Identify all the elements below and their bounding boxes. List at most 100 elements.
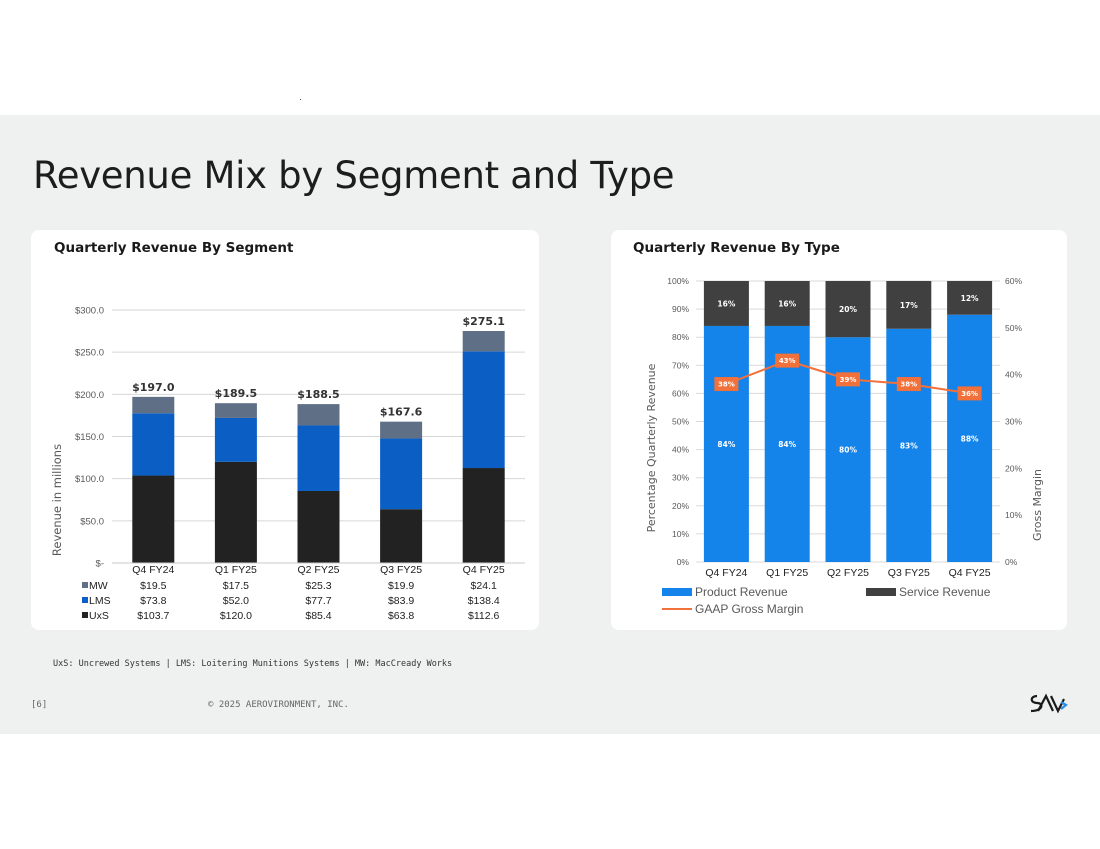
bar-total-label: $189.5 [215,387,257,400]
y-tick-label: 90% [672,304,689,314]
y-tick-label: 100% [667,276,689,286]
y2-tick-label: 20% [1005,463,1022,473]
legend-swatch-service [866,588,896,596]
product-data-label: 88% [961,434,979,443]
y-tick-label: $150.0 [75,432,104,443]
stray-dot [300,99,301,100]
x-tick-label: Q4 FY24 [705,567,747,579]
bar-mw [380,421,423,439]
data-table-cell: $112.6 [468,610,499,622]
legend-swatch-mw [82,582,88,588]
y-tick-label: 60% [672,388,689,398]
y-tick-label: 10% [672,529,689,539]
y-tick-label: $- [96,559,104,570]
data-table-cell: $77.7 [305,595,331,607]
bar-total-label: $197.0 [132,381,175,394]
y2-tick-label: 30% [1005,417,1022,427]
y-tick-label: $300.0 [75,306,104,317]
bar-lms [132,413,175,476]
legend-label-service: Service Revenue [899,585,991,599]
product-data-label: 80% [839,446,857,455]
data-table-cell: $85.4 [305,610,331,622]
y2-tick-label: 0% [1005,557,1018,567]
gross-margin-marker [896,377,921,392]
bar-lms [380,438,423,510]
bar-lms [297,425,340,491]
y-tick-label: 50% [672,417,689,427]
x-tick-label: Q4 FY25 [949,567,991,579]
bar-uxs [132,475,175,563]
x-tick-label: Q3 FY25 [888,567,930,579]
y2-tick-label: 50% [1005,323,1022,333]
x-tick-label: Q4 FY25 [463,564,505,576]
service-data-label: 17% [900,301,918,310]
data-table-cell: $83.9 [388,595,414,607]
y2-tick-label: 40% [1005,370,1022,380]
bar-service-revenue [764,281,810,326]
data-table-cell: $52.0 [223,595,249,607]
bar-service-revenue [886,281,932,329]
gross-margin-marker [836,372,860,387]
bar-lms [462,351,505,469]
segment-chart-title: Quarterly Revenue By Segment [54,240,294,256]
bar-mw [297,404,340,426]
bar-total-label: $188.5 [297,388,339,401]
data-table-cell: $138.4 [468,595,500,607]
x-tick-label: Q2 FY25 [827,567,869,579]
legend-label: MW [89,580,108,592]
bar-product-revenue [886,328,932,562]
data-table-cell: $120.0 [220,610,252,622]
y-tick-label: $100.0 [75,474,104,485]
y2-tick-label: 10% [1005,510,1022,520]
y-tick-label: $50.0 [80,516,104,527]
legend-label: UxS [89,610,109,622]
page-title: Revenue Mix by Segment and Type [33,154,675,197]
bar-service-revenue [825,281,871,338]
bar-uxs [297,490,340,563]
gross-margin-marker [957,386,982,401]
bar-mw [132,396,175,414]
bar-total-label: $167.6 [380,406,423,419]
gross-margin-data-label: 38% [900,381,917,389]
data-table-cell: $24.1 [471,580,497,592]
y-tick-label: $200.0 [75,390,104,401]
legend-swatch-lms [82,597,88,603]
y2-axis-label: Gross Margin [1031,469,1044,541]
y-axis-label: Revenue in millions [50,444,64,556]
bar-product-revenue [947,314,993,562]
bar-uxs [462,468,505,563]
x-tick-label: Q3 FY25 [380,564,422,576]
bar-product-revenue [703,325,749,562]
legend-label: LMS [89,595,111,607]
legend-swatch-product [662,588,692,596]
bar-total-label: $275.1 [462,315,504,328]
data-table-cell: $19.5 [140,580,166,592]
data-table-cell: $19.9 [388,580,414,592]
bar-lms [214,417,257,462]
bar-mw [462,330,505,352]
legend-label-margin: GAAP Gross Margin [695,602,803,616]
y-tick-label: 70% [672,360,689,370]
service-data-label: 16% [717,299,735,308]
x-tick-label: Q1 FY25 [215,564,257,576]
x-tick-label: Q1 FY25 [766,567,808,579]
data-table-cell: $103.7 [137,610,169,622]
product-data-label: 84% [717,440,735,449]
data-table-cell: $73.8 [140,595,166,607]
av-logo [1030,693,1068,714]
bar-mw [214,403,257,418]
y-tick-label: 20% [672,501,689,511]
product-data-label: 84% [778,440,796,449]
service-data-label: 16% [778,299,796,308]
y2-tick-label: 60% [1005,276,1022,286]
x-tick-label: Q4 FY24 [132,564,174,576]
y-tick-label: $250.0 [75,348,104,359]
y-tick-label: 30% [672,473,689,483]
data-table-cell: $17.5 [223,580,249,592]
bar-service-revenue [947,281,993,315]
gross-margin-data-label: 38% [718,381,735,389]
bar-uxs [380,509,423,563]
x-tick-label: Q2 FY25 [297,564,339,576]
